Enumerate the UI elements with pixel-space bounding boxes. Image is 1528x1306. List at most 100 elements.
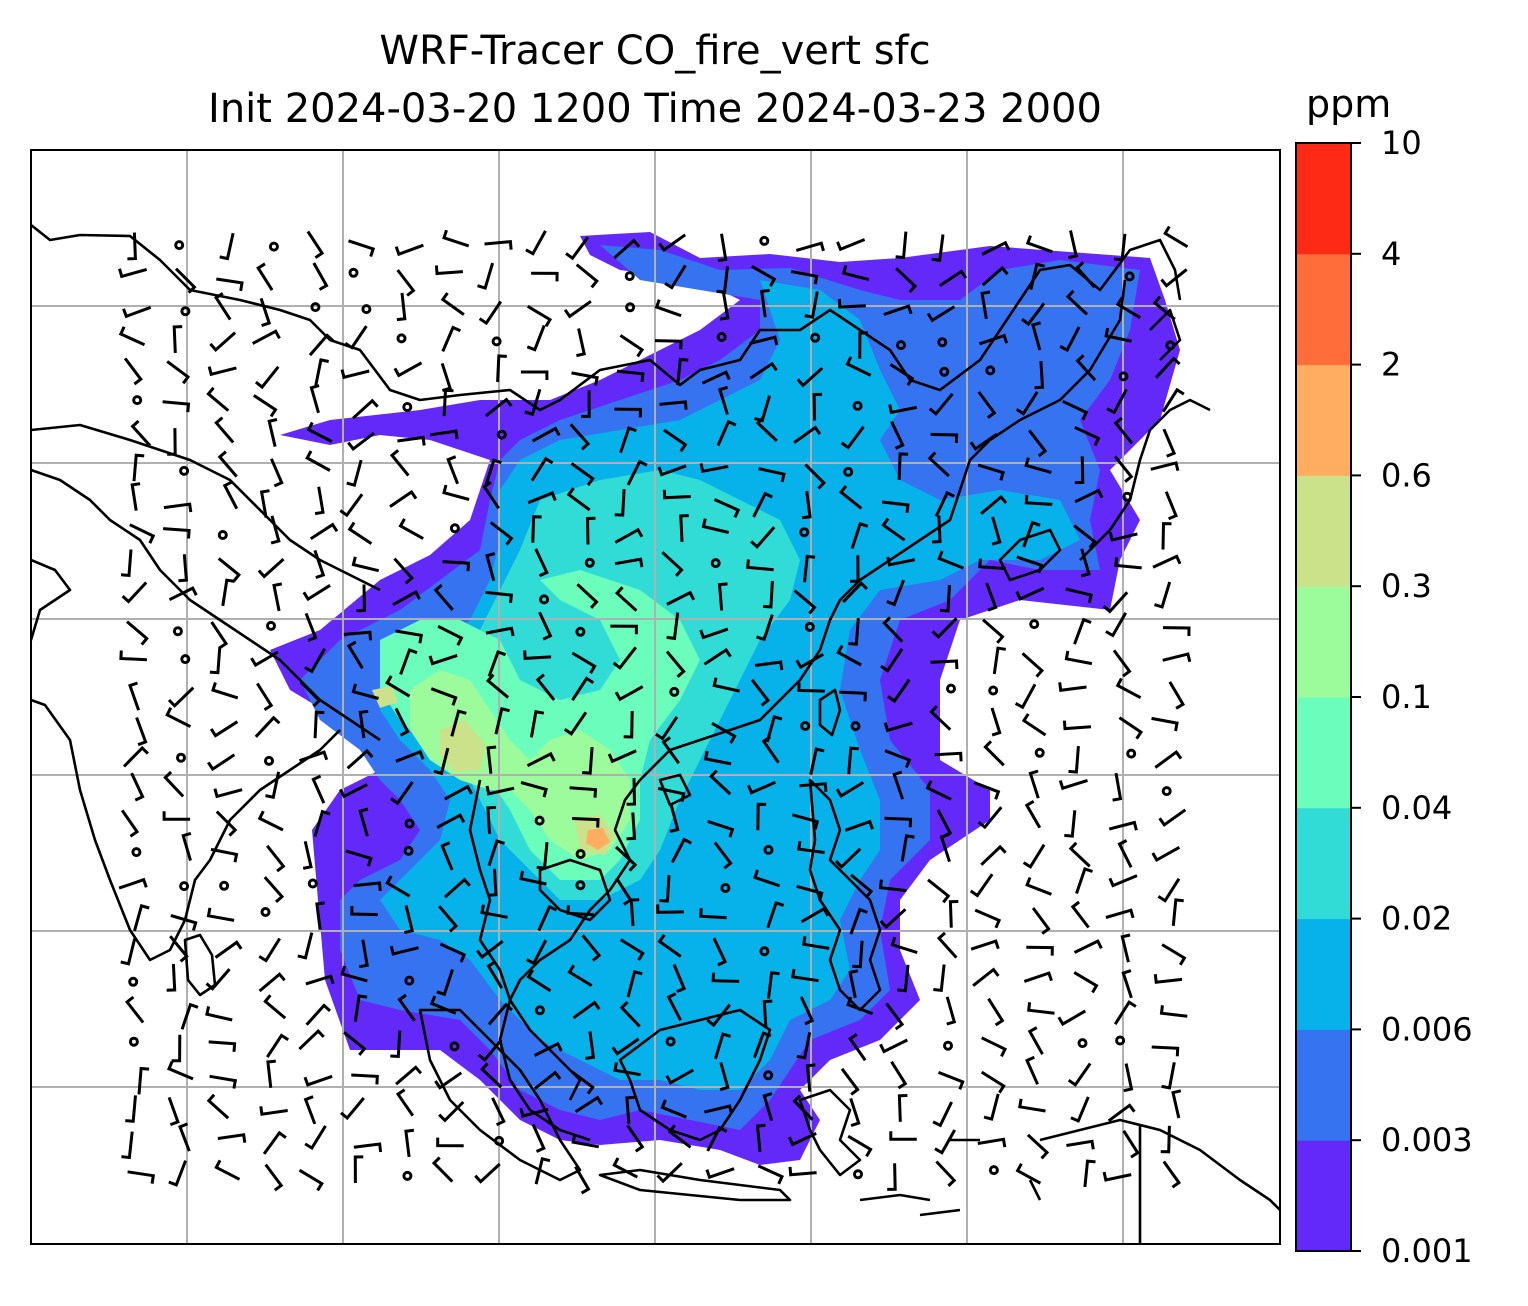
wind-barb [837, 298, 866, 309]
wind-barb [1161, 387, 1185, 413]
hainan [658, 773, 692, 807]
wind-barb [614, 527, 644, 544]
wind-barb [345, 849, 373, 867]
wind-barb [703, 750, 732, 766]
calm-wind-marker [763, 844, 774, 855]
calm-wind-marker [763, 1070, 774, 1081]
wind-barb [1065, 587, 1093, 604]
wind-barb [754, 660, 784, 671]
wind-barb [752, 491, 774, 518]
wind-barb [313, 710, 325, 739]
calm-wind-marker [539, 594, 550, 605]
calm-wind-marker [799, 527, 810, 538]
calm-wind-marker [1126, 748, 1137, 759]
wind-barb [124, 995, 145, 1024]
wind-barb [1073, 524, 1097, 549]
wind-barb [1106, 388, 1128, 415]
wind-barb [350, 905, 378, 917]
colorbar [1296, 143, 1351, 1252]
wind-barb [1163, 225, 1189, 248]
wind-barb [298, 1168, 324, 1192]
plume-level-01 [410, 670, 630, 860]
colorbar-tick-label: 0.04 [1381, 789, 1452, 827]
calm-wind-marker [310, 302, 321, 313]
wind-barb [659, 400, 688, 410]
wind-barb [347, 521, 373, 545]
wind-barb [496, 354, 507, 383]
wind-barb [762, 580, 774, 609]
wind-barb [665, 650, 686, 678]
wind-barb [835, 781, 865, 798]
wind-barb [1031, 321, 1042, 351]
wind-barb [879, 908, 907, 930]
wind-barb [119, 650, 147, 662]
wind-barb [210, 847, 239, 863]
colorbar-tick-label: 0.02 [1381, 900, 1452, 938]
calm-wind-marker [720, 883, 731, 893]
wind-barb [974, 908, 1002, 929]
wind-barb [477, 1038, 503, 1063]
wind-barb [1024, 457, 1052, 474]
wind-barb [478, 300, 503, 326]
wind-barb [1151, 1045, 1180, 1057]
wind-barb [929, 704, 952, 731]
wind-barb [118, 326, 146, 347]
wind-barb [531, 426, 561, 443]
wind-barb [397, 435, 426, 446]
wind-barb [657, 464, 687, 477]
calm-wind-marker [264, 755, 274, 766]
wind-barb [351, 683, 379, 700]
calm-wind-marker [1161, 786, 1172, 797]
wind-barb [165, 707, 192, 728]
wind-barb [1015, 1162, 1042, 1185]
wind-barb [576, 583, 599, 609]
wind-barb [574, 1165, 591, 1195]
wind-barb [612, 646, 637, 670]
wind-barb [797, 840, 825, 854]
wind-barb [122, 745, 149, 768]
wind-barb [717, 233, 728, 263]
calm-wind-marker [896, 340, 906, 351]
colorbar-segment [1296, 143, 1351, 255]
wind-barb [170, 914, 198, 931]
wind-barb [221, 578, 235, 607]
wind-barb [1058, 778, 1088, 791]
wind-barb [429, 429, 459, 440]
wind-barb [1028, 429, 1048, 458]
wind-barb [135, 716, 148, 747]
wind-barb [937, 1071, 965, 1090]
calm-wind-marker [939, 366, 950, 377]
wind-barb [1113, 416, 1134, 445]
wind-barb [858, 331, 868, 359]
wind-barb [259, 1106, 288, 1116]
wind-barb [1068, 230, 1078, 260]
wind-barb [1075, 354, 1097, 382]
wind-barb [795, 652, 825, 670]
calm-wind-marker [1034, 747, 1045, 758]
wind-barb [434, 1071, 463, 1090]
wind-barb [626, 778, 637, 806]
wind-barb [219, 232, 235, 261]
wind-barb [983, 740, 1005, 767]
wind-barb [973, 781, 1001, 800]
wind-barb [438, 1100, 465, 1123]
colorbar-segment [1296, 253, 1351, 366]
wind-barb [207, 753, 236, 772]
wind-barb [841, 265, 870, 282]
wind-barb [438, 905, 459, 933]
wind-barb [927, 451, 950, 478]
wind-barb [1151, 716, 1179, 732]
wind-barb [436, 969, 454, 997]
wind-barb [812, 392, 823, 421]
wind-barb [127, 1170, 156, 1184]
wind-barb [531, 515, 542, 543]
wind-barb [839, 690, 867, 702]
wind-barb [977, 391, 997, 419]
colorbar-tick-label: 0.001 [1381, 1232, 1473, 1270]
colorbar-segment [1296, 1029, 1351, 1141]
colorbar-unit-label: ppm [1306, 82, 1392, 126]
calm-wind-marker [179, 881, 190, 892]
wind-barb [970, 939, 1000, 951]
calm-wind-marker [404, 818, 415, 829]
calm-wind-marker [494, 1135, 505, 1146]
